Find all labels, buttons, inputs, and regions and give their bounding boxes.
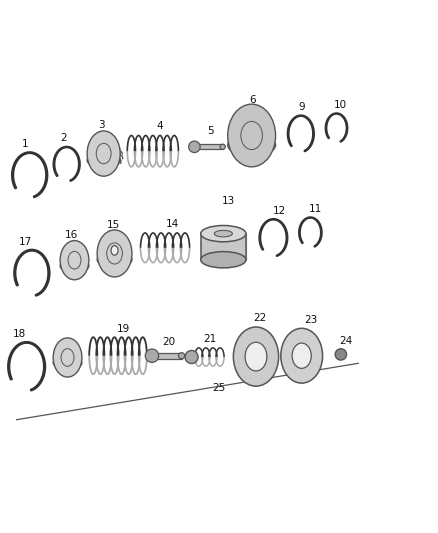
Text: 18: 18 xyxy=(13,329,26,339)
Circle shape xyxy=(179,353,185,359)
Text: 17: 17 xyxy=(19,237,32,247)
Text: 9: 9 xyxy=(298,102,305,111)
Text: 21: 21 xyxy=(203,334,216,344)
Text: 15: 15 xyxy=(107,220,120,230)
Ellipse shape xyxy=(228,104,276,167)
Text: 16: 16 xyxy=(64,230,78,240)
Ellipse shape xyxy=(281,328,322,383)
Text: 14: 14 xyxy=(166,219,180,229)
Polygon shape xyxy=(201,233,246,260)
Text: 25: 25 xyxy=(212,383,226,393)
FancyBboxPatch shape xyxy=(152,353,182,359)
Ellipse shape xyxy=(233,327,279,386)
Circle shape xyxy=(185,351,198,364)
Ellipse shape xyxy=(87,131,120,176)
Text: 13: 13 xyxy=(222,197,235,206)
Text: 2: 2 xyxy=(60,133,67,143)
Ellipse shape xyxy=(60,259,89,273)
Ellipse shape xyxy=(245,342,267,371)
Ellipse shape xyxy=(201,252,246,268)
Ellipse shape xyxy=(228,134,276,156)
Text: 12: 12 xyxy=(273,206,286,215)
Text: 11: 11 xyxy=(309,204,322,214)
Ellipse shape xyxy=(111,246,118,255)
Circle shape xyxy=(335,349,346,360)
Text: 3: 3 xyxy=(98,120,105,130)
FancyBboxPatch shape xyxy=(194,144,223,149)
Ellipse shape xyxy=(201,225,246,242)
Ellipse shape xyxy=(53,338,82,377)
Text: 19: 19 xyxy=(117,324,130,334)
Circle shape xyxy=(145,349,159,362)
Text: 1: 1 xyxy=(21,139,28,149)
Ellipse shape xyxy=(292,343,311,368)
Ellipse shape xyxy=(97,252,132,268)
Ellipse shape xyxy=(87,152,120,168)
Text: 24: 24 xyxy=(339,336,353,346)
Text: 23: 23 xyxy=(304,315,317,325)
Text: 22: 22 xyxy=(254,313,267,323)
Text: 4: 4 xyxy=(157,120,163,131)
Ellipse shape xyxy=(53,356,82,369)
Ellipse shape xyxy=(214,230,233,237)
Text: 5: 5 xyxy=(207,126,214,136)
Circle shape xyxy=(220,144,225,149)
Text: 10: 10 xyxy=(334,100,347,110)
Text: 20: 20 xyxy=(162,336,176,346)
Ellipse shape xyxy=(60,240,89,280)
Text: 6: 6 xyxy=(250,95,256,105)
Circle shape xyxy=(189,141,200,152)
Ellipse shape xyxy=(97,230,132,277)
